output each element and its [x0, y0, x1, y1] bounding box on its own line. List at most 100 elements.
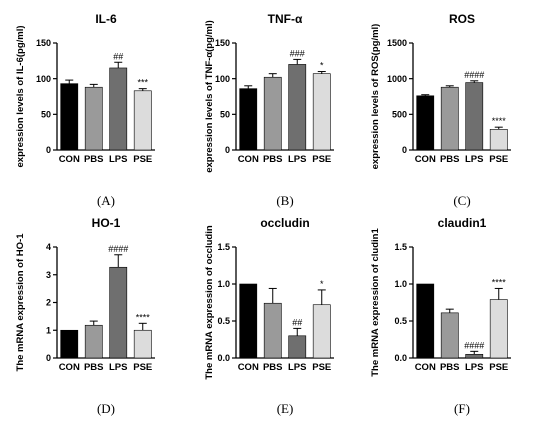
chart-4-category-pbs: PBS — [84, 362, 104, 373]
chart-3-panel-label: (C) — [453, 193, 470, 208]
chart-4-bar-lps — [109, 266, 128, 359]
chart-1-bar-pse — [133, 90, 152, 151]
chart-2-bar-pse — [312, 73, 331, 151]
chart-4-significance-lps: #### — [108, 244, 128, 254]
chart-5-ytick-label: 1.0 — [217, 279, 230, 289]
chart-1-category-lps: LPS — [109, 154, 127, 165]
chart-5-significance-pse: * — [320, 279, 324, 289]
chart-5-category-pbs: PBS — [263, 362, 283, 373]
chart-1-ylabel: expression levels of IL-6(pg/ml) — [15, 25, 26, 167]
chart-6-bar-pse — [489, 299, 508, 359]
chart-2-bar-con — [239, 88, 258, 151]
chart-6-bar-pbs — [440, 312, 459, 359]
chart-2-ylabel: expression levels of TNF-α(pg/ml) — [204, 20, 215, 173]
chart-5-bar-pse — [312, 304, 331, 359]
chart-5-ytick-label: 0.0 — [217, 353, 230, 363]
chart-3-significance-lps: #### — [464, 70, 484, 80]
chart-6-significance-pse: **** — [492, 277, 507, 287]
chart-1-bar-con — [60, 83, 79, 151]
chart-1-title: IL-6 — [95, 12, 117, 26]
chart-2-ytick-label: 150 — [215, 38, 230, 48]
chart-2-category-lps: LPS — [288, 154, 306, 165]
chart-3-ytick-label: 1000 — [387, 74, 407, 84]
chart-5-bar-con — [239, 283, 258, 359]
chart-1-ytick-label: 0 — [46, 145, 51, 155]
chart-4-ylabel: The mRNA expression of HO-1 — [15, 233, 26, 372]
chart-3-bar-lps — [465, 82, 484, 151]
chart-4-ytick-label: 0 — [46, 353, 51, 363]
chart-4-ytick-label: 2 — [46, 298, 51, 308]
chart-6-ytick-label: 1.0 — [394, 279, 407, 289]
chart-4-bar-con — [60, 329, 79, 359]
chart-1-category-con: CON — [59, 154, 80, 165]
chart-2-category-con: CON — [238, 154, 259, 165]
chart-6-category-lps: LPS — [465, 362, 483, 373]
chart-3-category-con: CON — [415, 154, 436, 165]
chart-1-significance-lps: ## — [113, 51, 123, 61]
chart-1-category-pbs: PBS — [84, 154, 104, 165]
chart-6-ytick-label: 0.0 — [394, 353, 407, 363]
chart-2-category-pse: PSE — [312, 154, 331, 165]
chart-1-significance-pse: *** — [137, 78, 148, 88]
chart-4-ytick-label: 3 — [46, 270, 51, 280]
chart-3-ytick-label: 0 — [402, 145, 407, 155]
chart-3-ytick-label: 1500 — [387, 38, 407, 48]
chart-3-significance-pse: **** — [492, 116, 507, 126]
chart-5-ytick-label: 1.5 — [217, 242, 230, 252]
chart-1-bar-pbs — [84, 86, 103, 151]
chart-3-ylabel: expression levels of ROS(pg/ml) — [370, 24, 381, 170]
chart-1-category-pse: PSE — [133, 154, 152, 165]
chart-6-ytick-label: 1.5 — [394, 242, 407, 252]
chart-6-panel-label: (F) — [454, 401, 470, 416]
chart-4-ytick-label: 1 — [46, 325, 51, 335]
chart-3-bar-pse — [489, 129, 508, 151]
chart-5-ytick-label: 0.5 — [217, 316, 230, 326]
chart-5-title: occludin — [260, 216, 309, 230]
chart-6-bar-lps — [465, 353, 484, 359]
chart-6-ylabel: The mRNA expression of cludin1 — [370, 228, 381, 377]
chart-6-category-con: CON — [415, 362, 436, 373]
chart-5-bar-lps — [288, 335, 307, 359]
chart-5-panel-label: (E) — [277, 401, 294, 416]
chart-2-significance-lps: ### — [290, 48, 305, 58]
chart-6-category-pbs: PBS — [440, 362, 460, 373]
chart-4-panel-label: (D) — [97, 401, 115, 416]
chart-3-bar-pbs — [440, 86, 459, 151]
chart-3-title: ROS — [449, 12, 475, 26]
chart-4-bar-pbs — [84, 324, 103, 359]
chart-2-bar-lps — [288, 64, 307, 151]
chart-4-category-lps: LPS — [109, 362, 127, 373]
chart-1-bar-lps — [109, 67, 128, 151]
chart-2-category-pbs: PBS — [263, 154, 283, 165]
chart-5-category-con: CON — [238, 362, 259, 373]
chart-6-title: claudin1 — [438, 216, 487, 230]
chart-5-category-lps: LPS — [288, 362, 306, 373]
chart-3-category-pbs: PBS — [440, 154, 460, 165]
chart-4-significance-pse: **** — [136, 312, 151, 322]
chart-1-ytick-label: 150 — [36, 38, 51, 48]
chart-4-category-pse: PSE — [133, 362, 152, 373]
chart-3-category-pse: PSE — [489, 154, 508, 165]
chart-1-panel-label: (A) — [97, 193, 115, 208]
chart-5-bar-pbs — [263, 302, 282, 359]
chart-2-significance-pse: * — [320, 61, 324, 71]
chart-1-ytick-label: 50 — [41, 110, 51, 120]
chart-3-ytick-label: 500 — [392, 110, 407, 120]
chart-3-category-lps: LPS — [465, 154, 483, 165]
chart-5-significance-lps: ## — [292, 317, 302, 327]
chart-4-category-con: CON — [59, 362, 80, 373]
chart-4-ytick-label: 4 — [46, 242, 51, 252]
chart-4-title: HO-1 — [92, 216, 121, 230]
chart-1-ytick-label: 100 — [36, 74, 51, 84]
chart-2-bar-pbs — [263, 76, 282, 151]
chart-2-ytick-label: 50 — [220, 110, 230, 120]
chart-6-category-pse: PSE — [489, 362, 508, 373]
chart-2-ytick-label: 0 — [225, 145, 230, 155]
chart-6-bar-con — [416, 283, 435, 359]
chart-2-ytick-label: 100 — [215, 74, 230, 84]
chart-6-significance-lps: #### — [464, 340, 484, 350]
chart-2-panel-label: (B) — [276, 193, 293, 208]
chart-6-ytick-label: 0.5 — [394, 316, 407, 326]
chart-5-ylabel: The mRNA expression of occludin — [204, 225, 215, 380]
